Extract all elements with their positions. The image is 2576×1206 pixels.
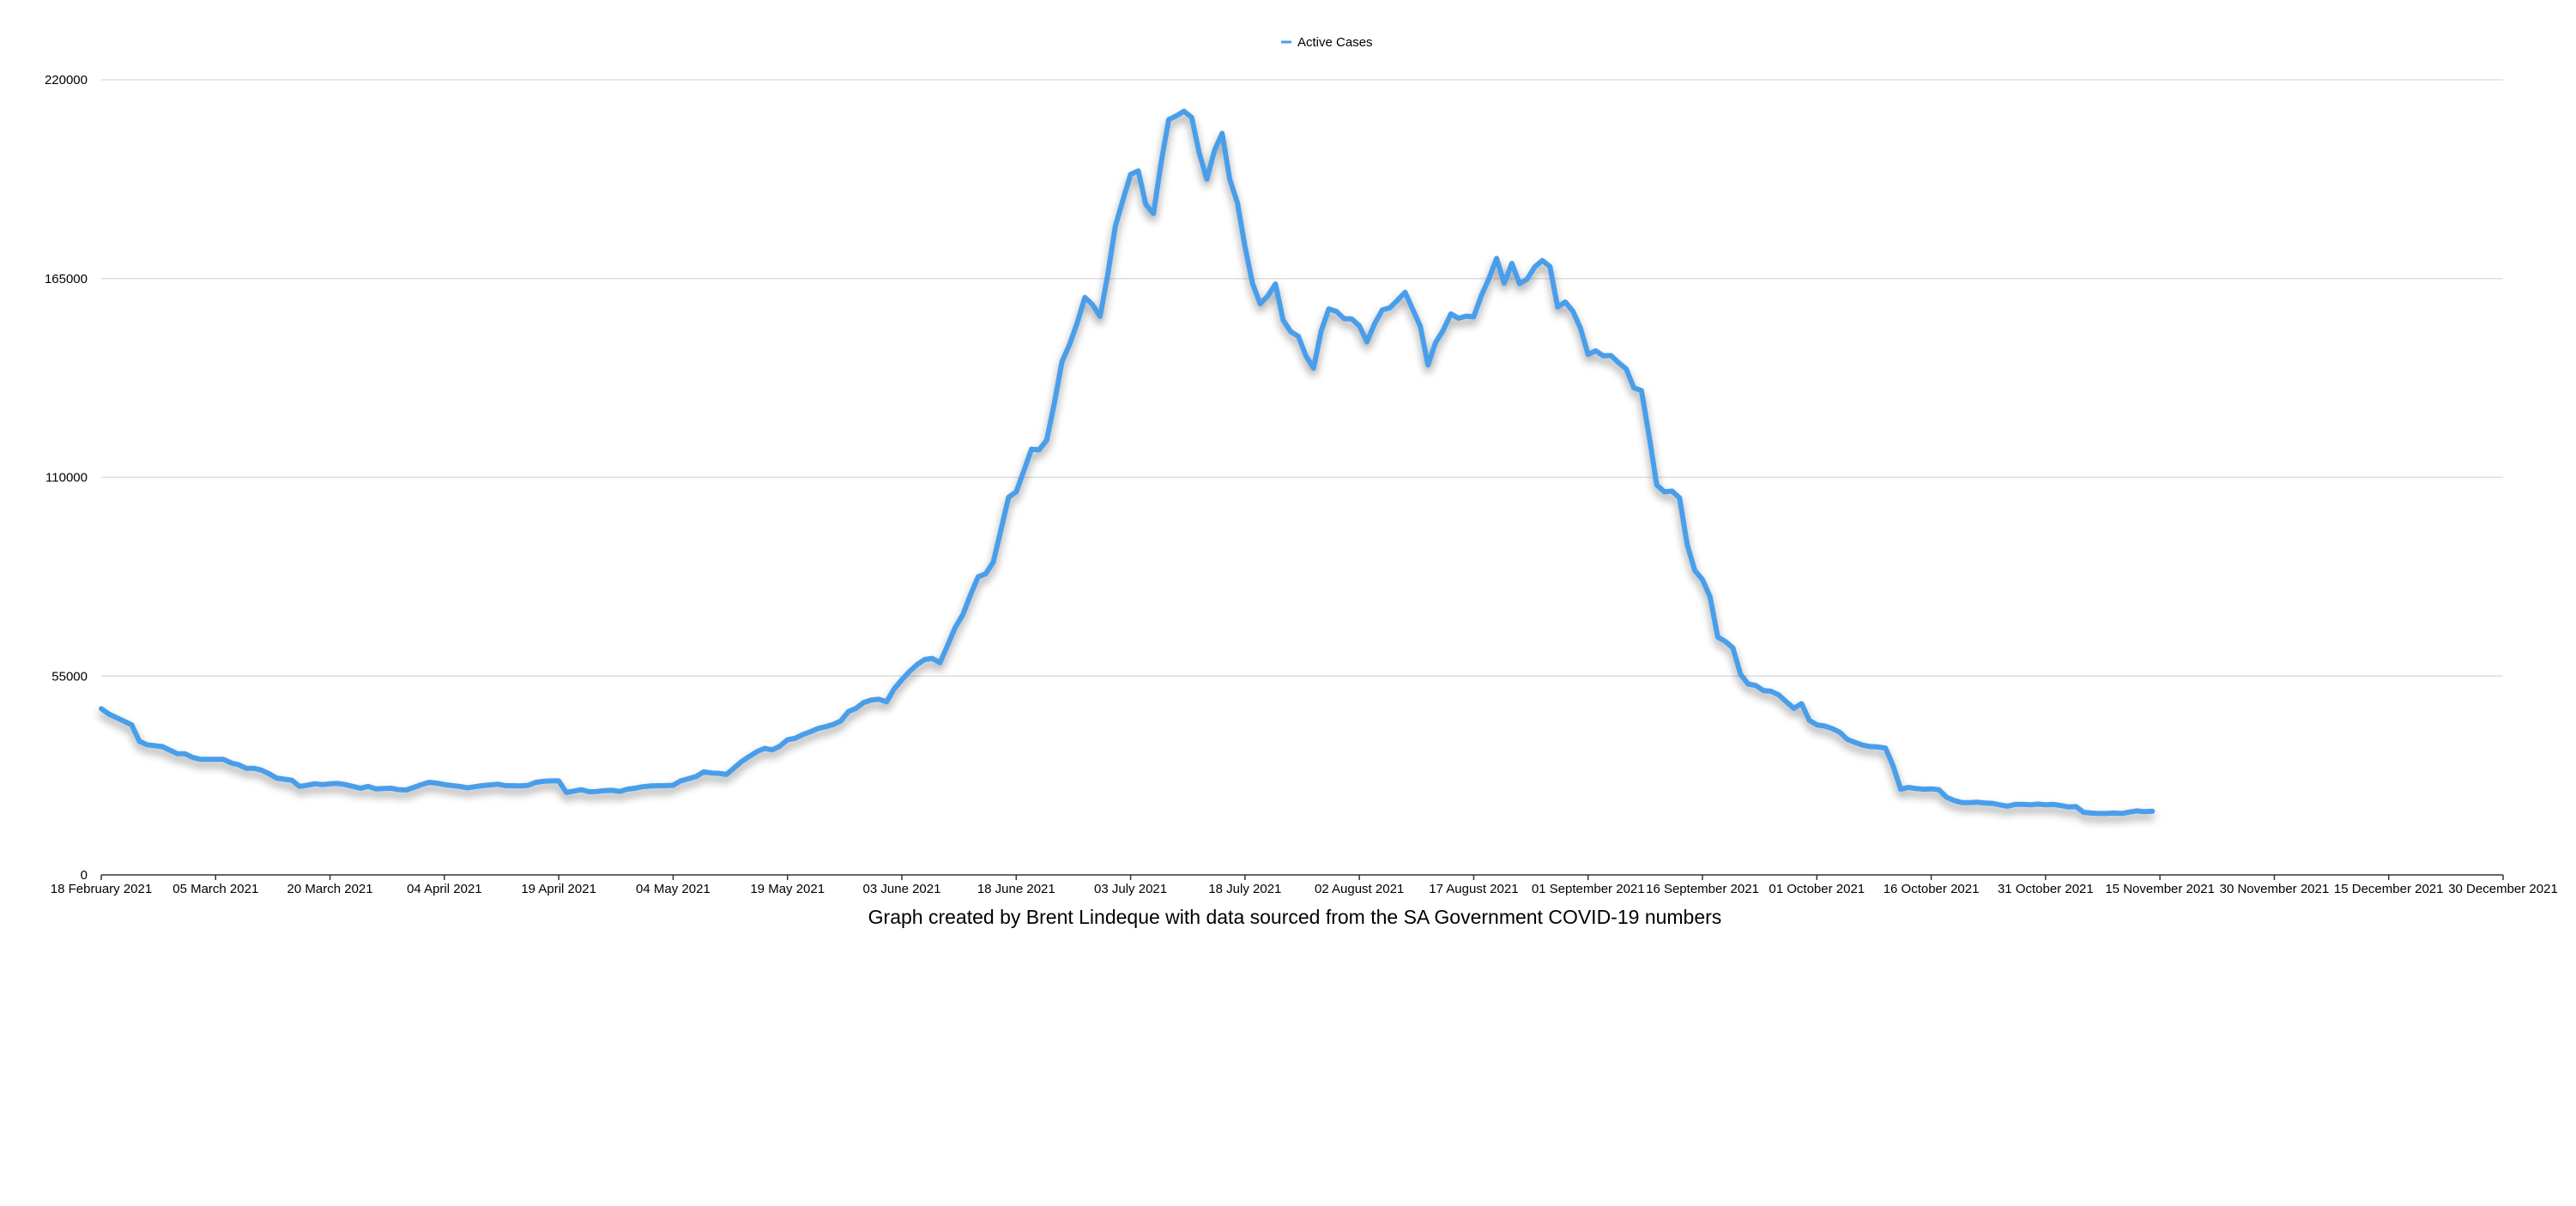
- gridlines: [101, 79, 2503, 677]
- x-tick-label: 01 October 2021: [1769, 882, 1865, 896]
- y-tick-label: 0: [81, 868, 88, 883]
- x-tick-label: 20 March 2021: [287, 882, 373, 896]
- x-tick-label: 31 October 2021: [1998, 882, 2094, 896]
- x-tick-label: 03 July 2021: [1094, 882, 1167, 896]
- series-layer: [99, 108, 2156, 817]
- x-tick-label: 04 April 2021: [407, 882, 482, 896]
- y-tick-label: 220000: [45, 73, 88, 87]
- x-tick-label: 05 March 2021: [172, 882, 258, 896]
- x-tick-label: 01 September 2021: [1532, 882, 1645, 896]
- x-tick-label: 17 August 2021: [1429, 882, 1518, 896]
- x-tick-label: 30 November 2021: [2220, 882, 2330, 896]
- x-tick-label: 18 February 2021: [51, 882, 152, 896]
- x-tick-label: 18 July 2021: [1208, 882, 1281, 896]
- x-tick-label: 02 August 2021: [1315, 882, 1404, 896]
- x-tick-label: 15 December 2021: [2334, 882, 2444, 896]
- x-axis-ticks: [100, 875, 2504, 880]
- x-tick-label: 18 June 2021: [977, 882, 1055, 896]
- y-axis-tick-labels: 0 55000 110000 165000 220000: [45, 73, 88, 883]
- x-tick-label: 16 October 2021: [1884, 882, 1980, 896]
- x-axis-tick-labels: 18 February 2021 05 March 2021 20 March 20…: [51, 882, 2558, 896]
- series-line-active-cases: [99, 108, 2156, 817]
- x-tick-label: 04 May 2021: [636, 882, 711, 896]
- legend: Active Cases: [1281, 35, 1373, 50]
- y-tick-label: 110000: [45, 471, 88, 485]
- x-tick-label: 15 November 2021: [2105, 882, 2215, 896]
- x-tick-label: 03 June 2021: [863, 882, 941, 896]
- x-tick-label: 19 April 2021: [521, 882, 596, 896]
- legend-label: Active Cases: [1297, 35, 1373, 50]
- x-tick-label: 19 May 2021: [750, 882, 825, 896]
- chart-caption: Graph created by Brent Lindeque with dat…: [868, 906, 1722, 928]
- x-tick-label: 16 September 2021: [1646, 882, 1759, 896]
- x-tick-label: 30 December 2021: [2448, 882, 2558, 896]
- y-tick-label: 55000: [51, 669, 88, 684]
- y-tick-label: 165000: [45, 272, 88, 286]
